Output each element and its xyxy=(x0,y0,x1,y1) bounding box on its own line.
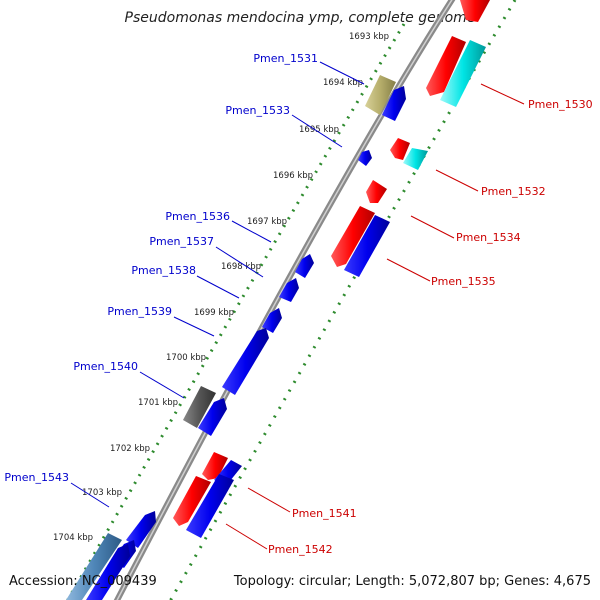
gene-label-pmen-1543[interactable]: Pmen_1543 xyxy=(4,471,69,484)
gene-pmen-1540[interactable] xyxy=(183,386,216,428)
left-leader-lines xyxy=(70,61,365,508)
ruler-label: 1703 kbp xyxy=(82,488,122,498)
gene-steelblue[interactable] xyxy=(66,533,122,600)
gene-pmen-1539[interactable] xyxy=(222,328,269,395)
gene-pmen-1543[interactable] xyxy=(126,511,156,548)
gene-pmen-1541-red[interactable] xyxy=(173,476,211,526)
gene-pmen-1536[interactable] xyxy=(295,254,314,278)
ruler-label: 1704 kbp xyxy=(53,533,93,543)
gene-pmen-1530-red[interactable] xyxy=(426,36,466,96)
gene-pmen-1534[interactable] xyxy=(366,180,387,203)
ruler-label: 1699 kbp xyxy=(194,308,234,318)
gene-label-pmen-1530[interactable]: Pmen_1530 xyxy=(528,98,593,111)
ruler-label: 1700 kbp xyxy=(166,353,206,363)
gene-top-red[interactable] xyxy=(460,0,490,22)
ruler-label: 1697 kbp xyxy=(247,217,287,227)
gene-label-pmen-1536[interactable]: Pmen_1536 xyxy=(165,210,230,223)
accession-text: Accession: NC_009439 xyxy=(9,574,157,589)
ruler-label: 1702 kbp xyxy=(110,444,150,454)
ruler-label: 1701 kbp xyxy=(138,398,178,408)
gene-pmen-1533[interactable] xyxy=(358,150,372,166)
gene-pmen-1542[interactable] xyxy=(186,474,234,538)
gene-label-pmen-1542[interactable]: Pmen_1542 xyxy=(268,543,333,556)
ruler-labels: 1693 kbp 1694 kbp 1695 kbp 1696 kbp 1697… xyxy=(53,32,389,543)
ruler-label: 1698 kbp xyxy=(221,262,261,272)
gene-label-pmen-1540[interactable]: Pmen_1540 xyxy=(73,360,138,373)
left-gene-labels: Pmen_1531 Pmen_1533 Pmen_1536 Pmen_1537 … xyxy=(4,52,318,484)
gene-blue-bottom[interactable] xyxy=(86,544,130,600)
gene-pmen-1535-red[interactable] xyxy=(331,206,375,267)
gene-pmen-1532-red[interactable] xyxy=(390,138,410,160)
right-gene-labels: Pmen_1530 Pmen_1532 Pmen_1534 Pmen_1535 … xyxy=(268,98,593,556)
gene-pmen-1531[interactable] xyxy=(365,75,396,115)
genome-backbone-highlight xyxy=(116,0,453,600)
inner-gene-track xyxy=(66,75,406,600)
gene-label-pmen-1538[interactable]: Pmen_1538 xyxy=(131,264,196,277)
gene-pmen-1533-arrow[interactable] xyxy=(382,86,406,121)
inner-ruler-track xyxy=(66,23,406,600)
gene-label-pmen-1533[interactable]: Pmen_1533 xyxy=(225,104,290,117)
gene-label-pmen-1532[interactable]: Pmen_1532 xyxy=(481,185,546,198)
gene-label-pmen-1541[interactable]: Pmen_1541 xyxy=(292,507,357,520)
gene-pmen-1540-b[interactable] xyxy=(198,398,227,436)
right-leader-lines xyxy=(225,83,525,550)
gene-pmen-1541-red-a[interactable] xyxy=(202,452,228,480)
gene-label-pmen-1531[interactable]: Pmen_1531 xyxy=(253,52,318,65)
ruler-label: 1694 kbp xyxy=(323,78,363,88)
gene-label-pmen-1535[interactable]: Pmen_1535 xyxy=(431,275,496,288)
gene-pmen-1532-cyan[interactable] xyxy=(403,148,428,170)
ruler-label: 1693 kbp xyxy=(349,32,389,42)
gene-label-pmen-1534[interactable]: Pmen_1534 xyxy=(456,231,521,244)
gene-pmen-1538[interactable] xyxy=(262,308,282,333)
gene-pmen-1530-cyan[interactable] xyxy=(440,40,486,107)
map-title: Pseudomonas mendocina ymp, complete geno… xyxy=(124,10,476,26)
gene-pmen-1537[interactable] xyxy=(279,278,299,302)
ruler-label: 1695 kbp xyxy=(299,125,339,135)
gene-label-pmen-1537[interactable]: Pmen_1537 xyxy=(149,235,214,248)
genome-summary-text: Topology: circular; Length: 5,072,807 bp… xyxy=(233,574,591,589)
gene-label-pmen-1539[interactable]: Pmen_1539 xyxy=(107,305,172,318)
gene-pmen-1535-blue[interactable] xyxy=(344,215,390,277)
outer-gene-track xyxy=(173,0,490,538)
ruler-label: 1696 kbp xyxy=(273,171,313,181)
